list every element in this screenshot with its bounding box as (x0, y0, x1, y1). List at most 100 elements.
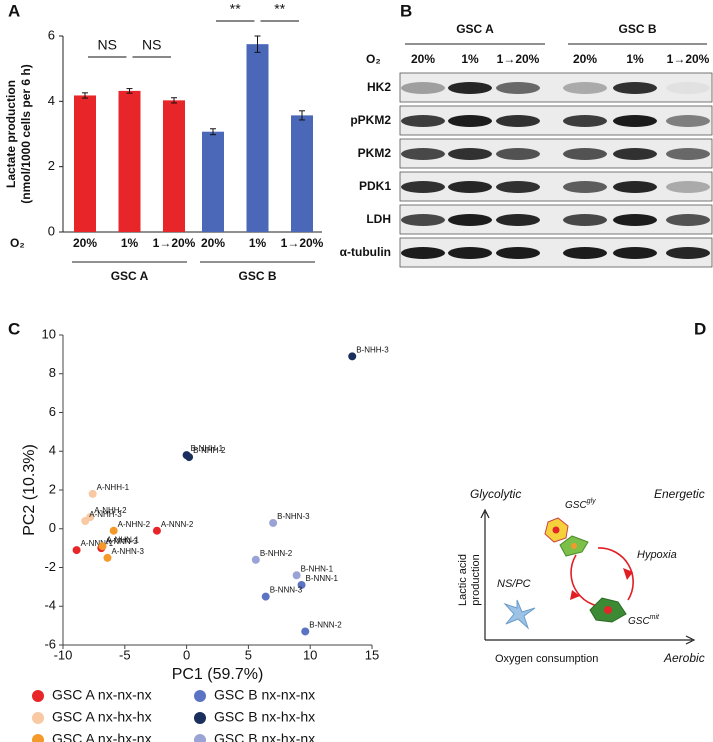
band (448, 181, 492, 193)
cell-gly (544, 517, 589, 557)
point-label: A-NHN-3 (111, 547, 144, 556)
y-tick-label: -4 (44, 598, 56, 613)
band (613, 82, 657, 94)
band (613, 115, 657, 127)
band (496, 247, 540, 259)
band (448, 82, 492, 94)
band (448, 148, 492, 160)
axis-text: Aerobic (663, 651, 705, 665)
o2-label: O₂ (366, 52, 381, 66)
point (109, 526, 118, 535)
diagram-axes (480, 508, 696, 645)
band (613, 148, 657, 160)
arrow-label: Hypoxia (637, 549, 677, 561)
band (613, 214, 657, 226)
band (496, 148, 540, 160)
bar (291, 115, 313, 232)
bar (118, 90, 141, 232)
legend-label: GSC B nx-nx-nx (214, 687, 315, 703)
cycle-arrow (597, 547, 634, 601)
y-tick-label: 4 (48, 93, 55, 108)
point-label: A-NHH-1 (97, 483, 130, 492)
band (666, 247, 710, 259)
y-tick-label: 2 (49, 481, 56, 496)
protein-label: α-tubulin (340, 245, 391, 259)
point (301, 627, 310, 636)
cell-sup: gly (587, 498, 596, 505)
cell-label: GSCmit (628, 614, 660, 627)
point (251, 555, 260, 564)
x-tick-label: 20% (73, 236, 97, 250)
band (496, 115, 540, 127)
band (666, 148, 710, 160)
y-tick-label: 8 (49, 365, 56, 380)
axis-text: Energetic (654, 487, 705, 501)
y-tick-label: -2 (44, 559, 56, 574)
y-tick-label: 4 (49, 443, 56, 458)
group-label: GSC B (238, 269, 276, 283)
nucleus (571, 543, 577, 549)
axis-label: production (470, 554, 482, 605)
legend-marker (194, 712, 206, 724)
x-tick-label: 1→20% (153, 236, 196, 250)
legend-label: GSC A nx-hx-hx (52, 709, 152, 725)
panel-label: A (8, 1, 20, 20)
condition-label: 20% (573, 52, 597, 66)
x-tick-label: 0 (183, 647, 190, 662)
point (292, 571, 301, 580)
legend-label: GSC A nx-nx-nx (52, 687, 152, 703)
y-tick-label: 10 (42, 326, 56, 341)
point-label: B-NHH-1 (191, 444, 224, 453)
x-tick-label: -5 (119, 647, 131, 662)
point (348, 352, 357, 361)
legend-marker (194, 690, 206, 702)
protein-label: LDH (366, 212, 391, 226)
cell-label: GSCgly (565, 498, 596, 511)
arrow-head (623, 568, 633, 580)
protein-label: PDK1 (359, 179, 391, 193)
condition-label: 1% (626, 52, 644, 66)
band (401, 82, 445, 94)
cell-sup: mit (650, 614, 660, 621)
band (448, 115, 492, 127)
band (401, 148, 445, 160)
x-tick-label: 20% (201, 236, 225, 250)
x-tick-label: 5 (245, 647, 252, 662)
band (401, 181, 445, 193)
nucleus (552, 526, 560, 534)
band (613, 247, 657, 259)
cell-mit (589, 597, 627, 623)
band (666, 115, 710, 127)
x-axis-label: PC1 (59.7%) (172, 666, 264, 683)
panel-label: D (694, 319, 706, 338)
point-label: A-NHN-2 (118, 520, 151, 529)
group-label: GSC B (618, 22, 656, 36)
band (401, 214, 445, 226)
blot-strip (399, 171, 713, 202)
point-label: A-NHN-1 (107, 535, 140, 544)
bar (74, 95, 96, 232)
point-label: B-NNN-2 (309, 621, 342, 630)
blot-strip (399, 204, 713, 235)
y-axis-label: PC2 (10.3%) (21, 444, 38, 536)
axis-label: Oxygen consumption (495, 653, 598, 665)
point (261, 592, 270, 601)
significance-label: NS (98, 37, 117, 53)
band (563, 148, 607, 160)
arrow-head (685, 635, 696, 645)
point-label: A-NNN-3 (105, 537, 138, 546)
point-label: A-NHH-3 (89, 510, 122, 519)
point (98, 542, 107, 551)
legend-marker (32, 734, 44, 742)
band (613, 181, 657, 193)
band (563, 214, 607, 226)
point-label: B-NNN-1 (306, 574, 339, 583)
band (666, 214, 710, 226)
band (496, 181, 540, 193)
point (88, 489, 97, 498)
group-label: GSC A (111, 269, 149, 283)
point-label: B-NHH-2 (193, 446, 226, 455)
band (448, 214, 492, 226)
arrow-head (570, 590, 580, 600)
